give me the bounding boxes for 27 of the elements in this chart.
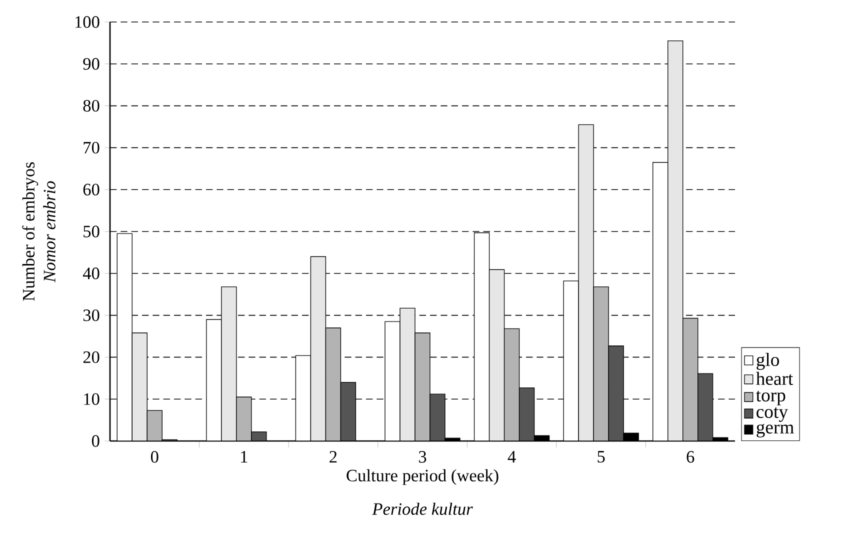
- y-tick-label: 80: [83, 100, 100, 112]
- y-tick-label: 50: [84, 226, 100, 238]
- y-tick-label: 20: [83, 351, 100, 364]
- y-tick-label: 60: [83, 184, 100, 196]
- y-tick-label: 70: [84, 142, 100, 154]
- legend-label: glo: [756, 352, 779, 370]
- y-tick-label: 40: [82, 268, 100, 280]
- legend-label: heart: [756, 372, 794, 385]
- x-tick-label: 2: [330, 451, 337, 463]
- text: Periode kultur: [372, 502, 473, 515]
- legend-label: germ: [756, 424, 794, 438]
- y-tick-label: 100: [75, 16, 100, 28]
- y-tick-label: 90: [83, 58, 100, 70]
- y-tick-label: 30: [83, 309, 100, 322]
- y-tick-label: 10: [84, 393, 100, 405]
- x-tick-label: 1: [241, 451, 248, 462]
- x-tick-label: 5: [598, 451, 605, 463]
- legend-label: coty: [756, 407, 788, 422]
- x-axis-title: Culture period (week): [346, 469, 498, 485]
- text: Nomor embrio: [43, 181, 56, 282]
- x-tick-label: 0: [150, 451, 158, 463]
- x-tick-label: 6: [686, 451, 694, 463]
- y-axis-title: Number of embryos: [22, 162, 38, 301]
- legend-label: torp: [756, 390, 786, 406]
- x-tick-label: 4: [508, 451, 516, 462]
- y-tick-label: 0: [92, 435, 100, 447]
- x-tick-label: 3: [419, 451, 426, 463]
